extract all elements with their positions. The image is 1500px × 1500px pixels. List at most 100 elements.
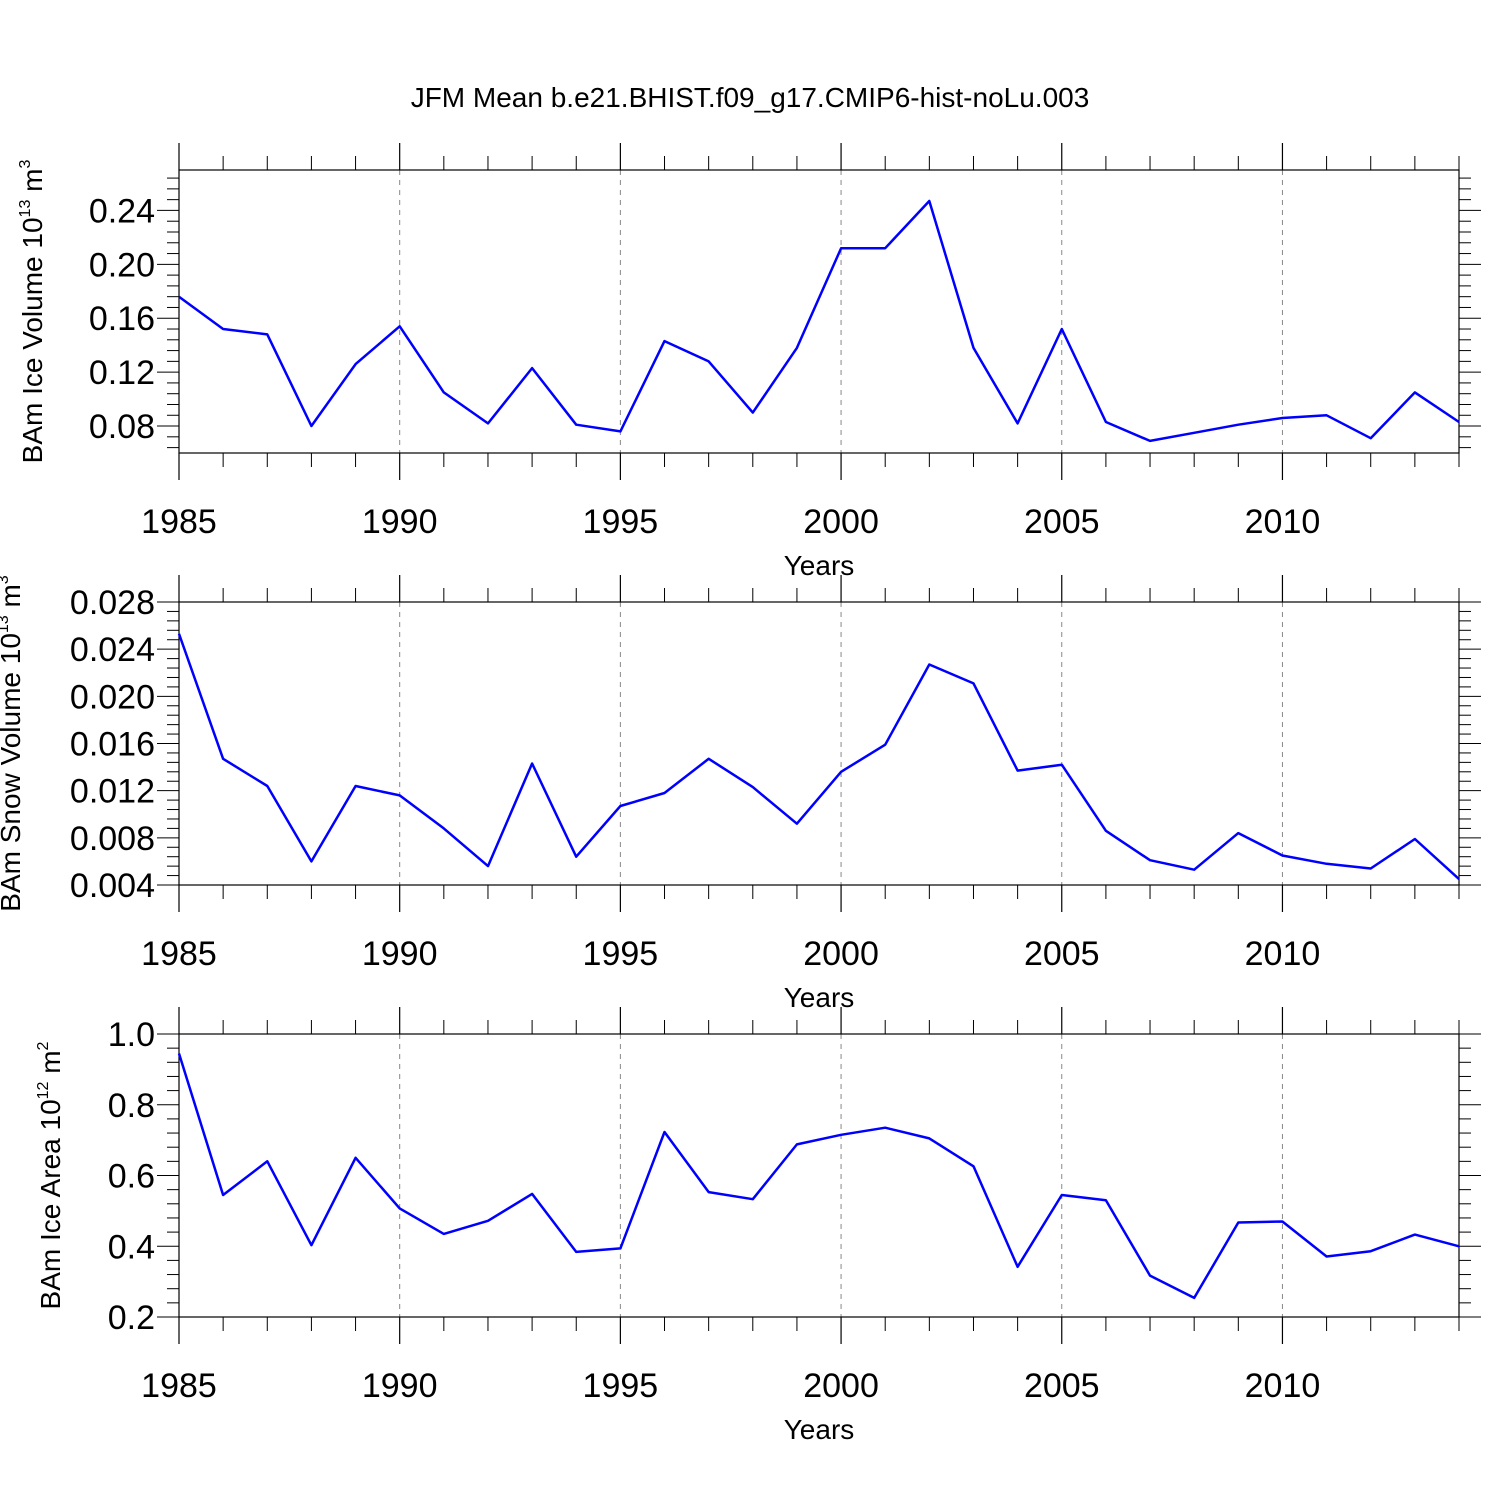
x-tick-label: 1985 [141,1367,217,1405]
data-point [707,1191,709,1193]
y-tick-label: 0.016 [70,726,155,764]
x-tick-label: 2005 [1024,935,1100,973]
data-point [972,682,974,684]
data-point [707,360,709,362]
data-point [398,794,400,796]
x-axis-title: Years [784,1414,855,1445]
data-point [1237,424,1239,426]
data-point [487,1220,489,1222]
data-point [354,363,356,365]
data-point [1370,437,1372,439]
y-tick-label: 0.20 [89,246,155,284]
x-tick-label: 2005 [1024,503,1100,541]
y-tick-label: 0.4 [108,1228,155,1266]
y-axis-title: BAm Snow Volume 1013 m3 [0,575,26,912]
data-point [619,430,621,432]
data-point [1370,1250,1372,1252]
data-point [310,860,312,862]
data-point [354,785,356,787]
data-point [398,1207,400,1209]
y-tick-label: 0.24 [89,192,155,230]
data-point [1281,1220,1283,1222]
x-tick-label: 1990 [362,1367,438,1405]
y-tick-label: 0.012 [70,773,155,811]
data-point [884,247,886,249]
plot-frame [178,169,1460,454]
y-tick-label: 0.6 [108,1158,155,1196]
data-point [1149,1274,1151,1276]
panel-1: 1985 1990 1995 2000 2005 2010 Years 0.08 0.12 0.1… [17,143,1481,581]
data-point [1325,414,1327,416]
x-tick-label: 1995 [583,503,659,541]
data-point [222,1194,224,1196]
y-tick-label: 0.8 [108,1087,155,1125]
data-point [707,758,709,760]
data-point [1193,868,1195,870]
data-point [972,347,974,349]
data-point [619,805,621,807]
data-point [266,785,268,787]
panel-2: 1985 1990 1995 2000 2005 2010 Years 0.004 0.008 0… [0,575,1481,1013]
y-axis-title-exponent: 13 [0,615,12,633]
data-point [928,1137,930,1139]
data-point [443,391,445,393]
y-axis-title-unit-exponent: 3 [17,160,34,169]
data-point [840,247,842,249]
data-point [1325,863,1327,865]
data-point [1193,1297,1195,1299]
panel-3: 1985 1990 1995 2000 2005 2010 Years 0.2 0.4 0.6 0.… [35,1007,1481,1445]
data-point [1193,432,1195,434]
data-point [928,200,930,202]
x-tick-label: 2010 [1245,935,1321,973]
data-point [1016,1266,1018,1268]
data-point [796,822,798,824]
data-point [266,333,268,335]
data-point [1016,422,1018,424]
data-point [752,786,754,788]
data-point [1458,878,1460,880]
data-point [1458,421,1460,423]
y-axis-title: BAm Ice Volume 1013 m3 [17,160,48,464]
data-point [1105,421,1107,423]
y-tick-label: 0.008 [70,820,155,858]
x-tick-label: 1985 [141,935,217,973]
y-axis-title-prefix: BAm Ice Volume 10 [17,217,48,463]
data-point [575,1251,577,1253]
data-point [178,1052,180,1054]
x-tick-label: 2010 [1245,1367,1321,1405]
x-tick-label: 1985 [141,503,217,541]
y-tick-label: 0.08 [89,408,155,446]
data-point [354,1157,356,1159]
y-axis-title-unit-exponent: 2 [35,1041,52,1050]
data-point [796,1143,798,1145]
series-line [177,633,1460,881]
x-tick-label: 2005 [1024,1367,1100,1405]
data-point [1458,1245,1460,1247]
x-tick-label: 1995 [583,935,659,973]
y-axis-title: BAm Ice Area 1012 m2 [35,1041,66,1309]
data-point [1281,854,1283,856]
data-point [398,325,400,327]
y-tick-label: 0.12 [89,354,155,392]
data-point [1414,391,1416,393]
data-point [531,1193,533,1195]
y-axis-title-unit: m [35,1050,66,1081]
data-point [619,1247,621,1249]
x-tick-label: 2000 [803,1367,879,1405]
y-axis-title-unit-exponent: 3 [0,575,12,584]
x-tick-label: 1990 [362,935,438,973]
y-axis-title-prefix: BAm Ice Area 10 [35,1099,66,1309]
y-tick-label: 0.2 [108,1299,155,1337]
x-tick-label: 2010 [1245,503,1321,541]
y-axis-title-prefix: BAm Snow Volume 10 [0,633,26,912]
data-point [575,424,577,426]
data-point [487,865,489,867]
data-point [1149,440,1151,442]
x-tick-label: 1990 [362,503,438,541]
x-axis-title: Years [784,982,855,1013]
data-point [663,340,665,342]
y-tick-label: 0.020 [70,678,155,716]
data-point [663,1131,665,1133]
